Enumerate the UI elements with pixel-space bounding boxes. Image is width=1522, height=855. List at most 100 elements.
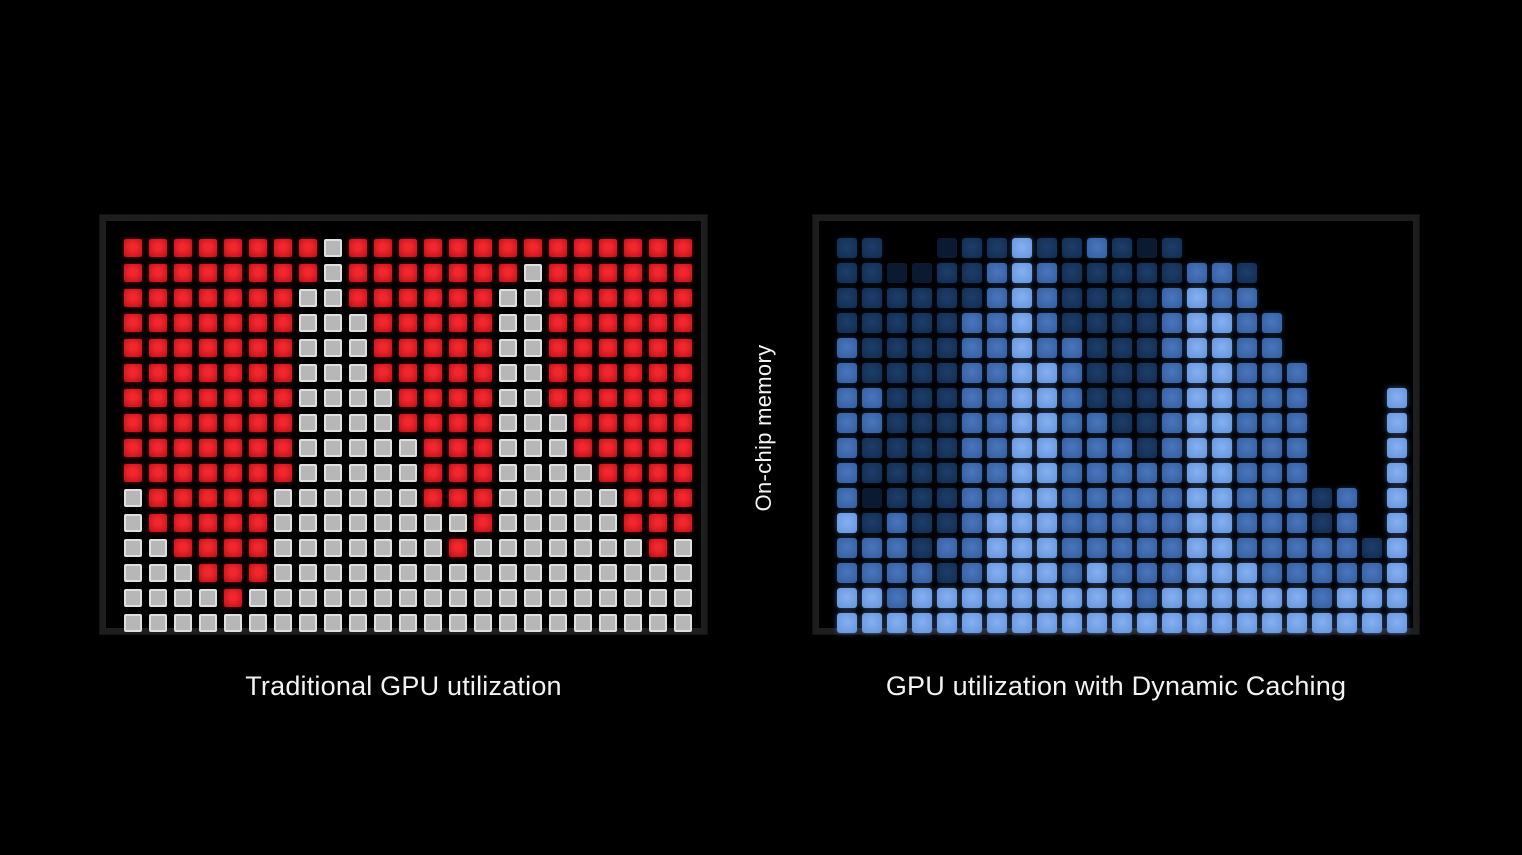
occupied-red-block xyxy=(199,239,217,257)
bright-blue xyxy=(1012,413,1032,433)
occupied-red-block xyxy=(224,464,242,482)
empty-slot xyxy=(1312,263,1332,283)
empty-slot xyxy=(1387,313,1407,333)
occupied-red-block xyxy=(149,414,167,432)
occupied-red-block xyxy=(474,414,492,432)
occupied-red-block xyxy=(449,439,467,457)
occupied-red-block xyxy=(549,289,567,307)
medium-blue xyxy=(1062,388,1082,408)
unused-gray-block xyxy=(599,539,617,557)
medium-blue xyxy=(1037,263,1057,283)
occupied-red-block xyxy=(474,439,492,457)
occupied-red-block xyxy=(599,414,617,432)
unused-gray-block xyxy=(599,564,617,582)
dark-blue xyxy=(1112,363,1132,383)
unused-gray-block xyxy=(524,514,542,532)
unused-gray-block xyxy=(124,614,142,632)
bright-blue xyxy=(1162,588,1182,608)
bright-blue xyxy=(1187,438,1207,458)
dark-blue xyxy=(937,313,957,333)
occupied-red-block xyxy=(249,439,267,457)
occupied-red-block xyxy=(174,239,192,257)
unused-gray-block xyxy=(499,364,517,382)
dark-blue xyxy=(887,438,907,458)
dark-blue xyxy=(1087,313,1107,333)
unused-gray-block xyxy=(324,514,342,532)
unused-gray-block xyxy=(574,514,592,532)
occupied-red-block xyxy=(649,439,667,457)
occupied-red-block xyxy=(649,539,667,557)
occupied-red-block xyxy=(149,464,167,482)
unused-gray-block xyxy=(524,364,542,382)
bright-blue xyxy=(1262,613,1282,633)
occupied-red-block xyxy=(199,489,217,507)
occupied-red-block xyxy=(124,464,142,482)
occupied-red-block xyxy=(624,339,642,357)
unused-gray-block xyxy=(324,364,342,382)
unused-gray-block xyxy=(299,414,317,432)
occupied-red-block xyxy=(649,514,667,532)
occupied-red-block xyxy=(574,414,592,432)
bright-blue xyxy=(1012,538,1032,558)
bright-blue xyxy=(1212,563,1232,583)
unused-gray-block xyxy=(649,589,667,607)
empty-slot xyxy=(1362,438,1382,458)
dark-blue xyxy=(862,463,882,483)
unused-gray-block xyxy=(349,489,367,507)
unused-gray-block xyxy=(549,589,567,607)
medium-blue xyxy=(1087,463,1107,483)
unused-gray-block xyxy=(299,539,317,557)
unused-gray-block xyxy=(299,314,317,332)
occupied-red-block xyxy=(399,414,417,432)
unused-gray-block xyxy=(399,464,417,482)
bright-blue xyxy=(962,588,982,608)
bright-blue xyxy=(1012,263,1032,283)
occupied-red-block xyxy=(474,239,492,257)
occupied-red-block xyxy=(624,239,642,257)
empty-slot xyxy=(1312,238,1332,258)
unused-gray-block xyxy=(624,589,642,607)
unused-gray-block xyxy=(399,539,417,557)
medium-blue xyxy=(987,288,1007,308)
bright-blue xyxy=(987,538,1007,558)
unused-gray-block xyxy=(499,514,517,532)
occupied-red-block xyxy=(199,364,217,382)
bright-blue xyxy=(1237,588,1257,608)
dark-blue xyxy=(1312,488,1332,508)
dark-blue xyxy=(912,413,932,433)
medium-blue xyxy=(962,313,982,333)
occupied-red-block xyxy=(649,364,667,382)
medium-blue xyxy=(1062,563,1082,583)
medium-blue xyxy=(887,513,907,533)
occupied-red-block xyxy=(449,464,467,482)
unused-gray-block xyxy=(374,614,392,632)
occupied-red-block xyxy=(499,264,517,282)
unused-gray-block xyxy=(399,514,417,532)
unused-gray-block xyxy=(199,589,217,607)
bright-blue xyxy=(1012,238,1032,258)
very-dim-blue xyxy=(937,238,957,258)
medium-blue xyxy=(1162,313,1182,333)
bright-blue xyxy=(1212,363,1232,383)
unused-gray-block xyxy=(324,264,342,282)
bright-blue xyxy=(1037,413,1057,433)
medium-blue xyxy=(987,438,1007,458)
occupied-red-block xyxy=(574,339,592,357)
bright-blue xyxy=(1087,563,1107,583)
medium-blue xyxy=(1312,538,1332,558)
medium-blue xyxy=(987,338,1007,358)
unused-gray-block xyxy=(399,589,417,607)
occupied-red-block xyxy=(124,264,142,282)
occupied-red-block xyxy=(624,289,642,307)
medium-blue xyxy=(962,563,982,583)
dark-blue xyxy=(1062,288,1082,308)
bright-blue xyxy=(862,588,882,608)
medium-blue xyxy=(862,388,882,408)
bright-blue xyxy=(1012,363,1032,383)
occupied-red-block xyxy=(224,364,242,382)
occupied-red-block xyxy=(149,339,167,357)
bright-blue xyxy=(1112,613,1132,633)
unused-gray-block xyxy=(349,414,367,432)
occupied-red-block xyxy=(424,464,442,482)
